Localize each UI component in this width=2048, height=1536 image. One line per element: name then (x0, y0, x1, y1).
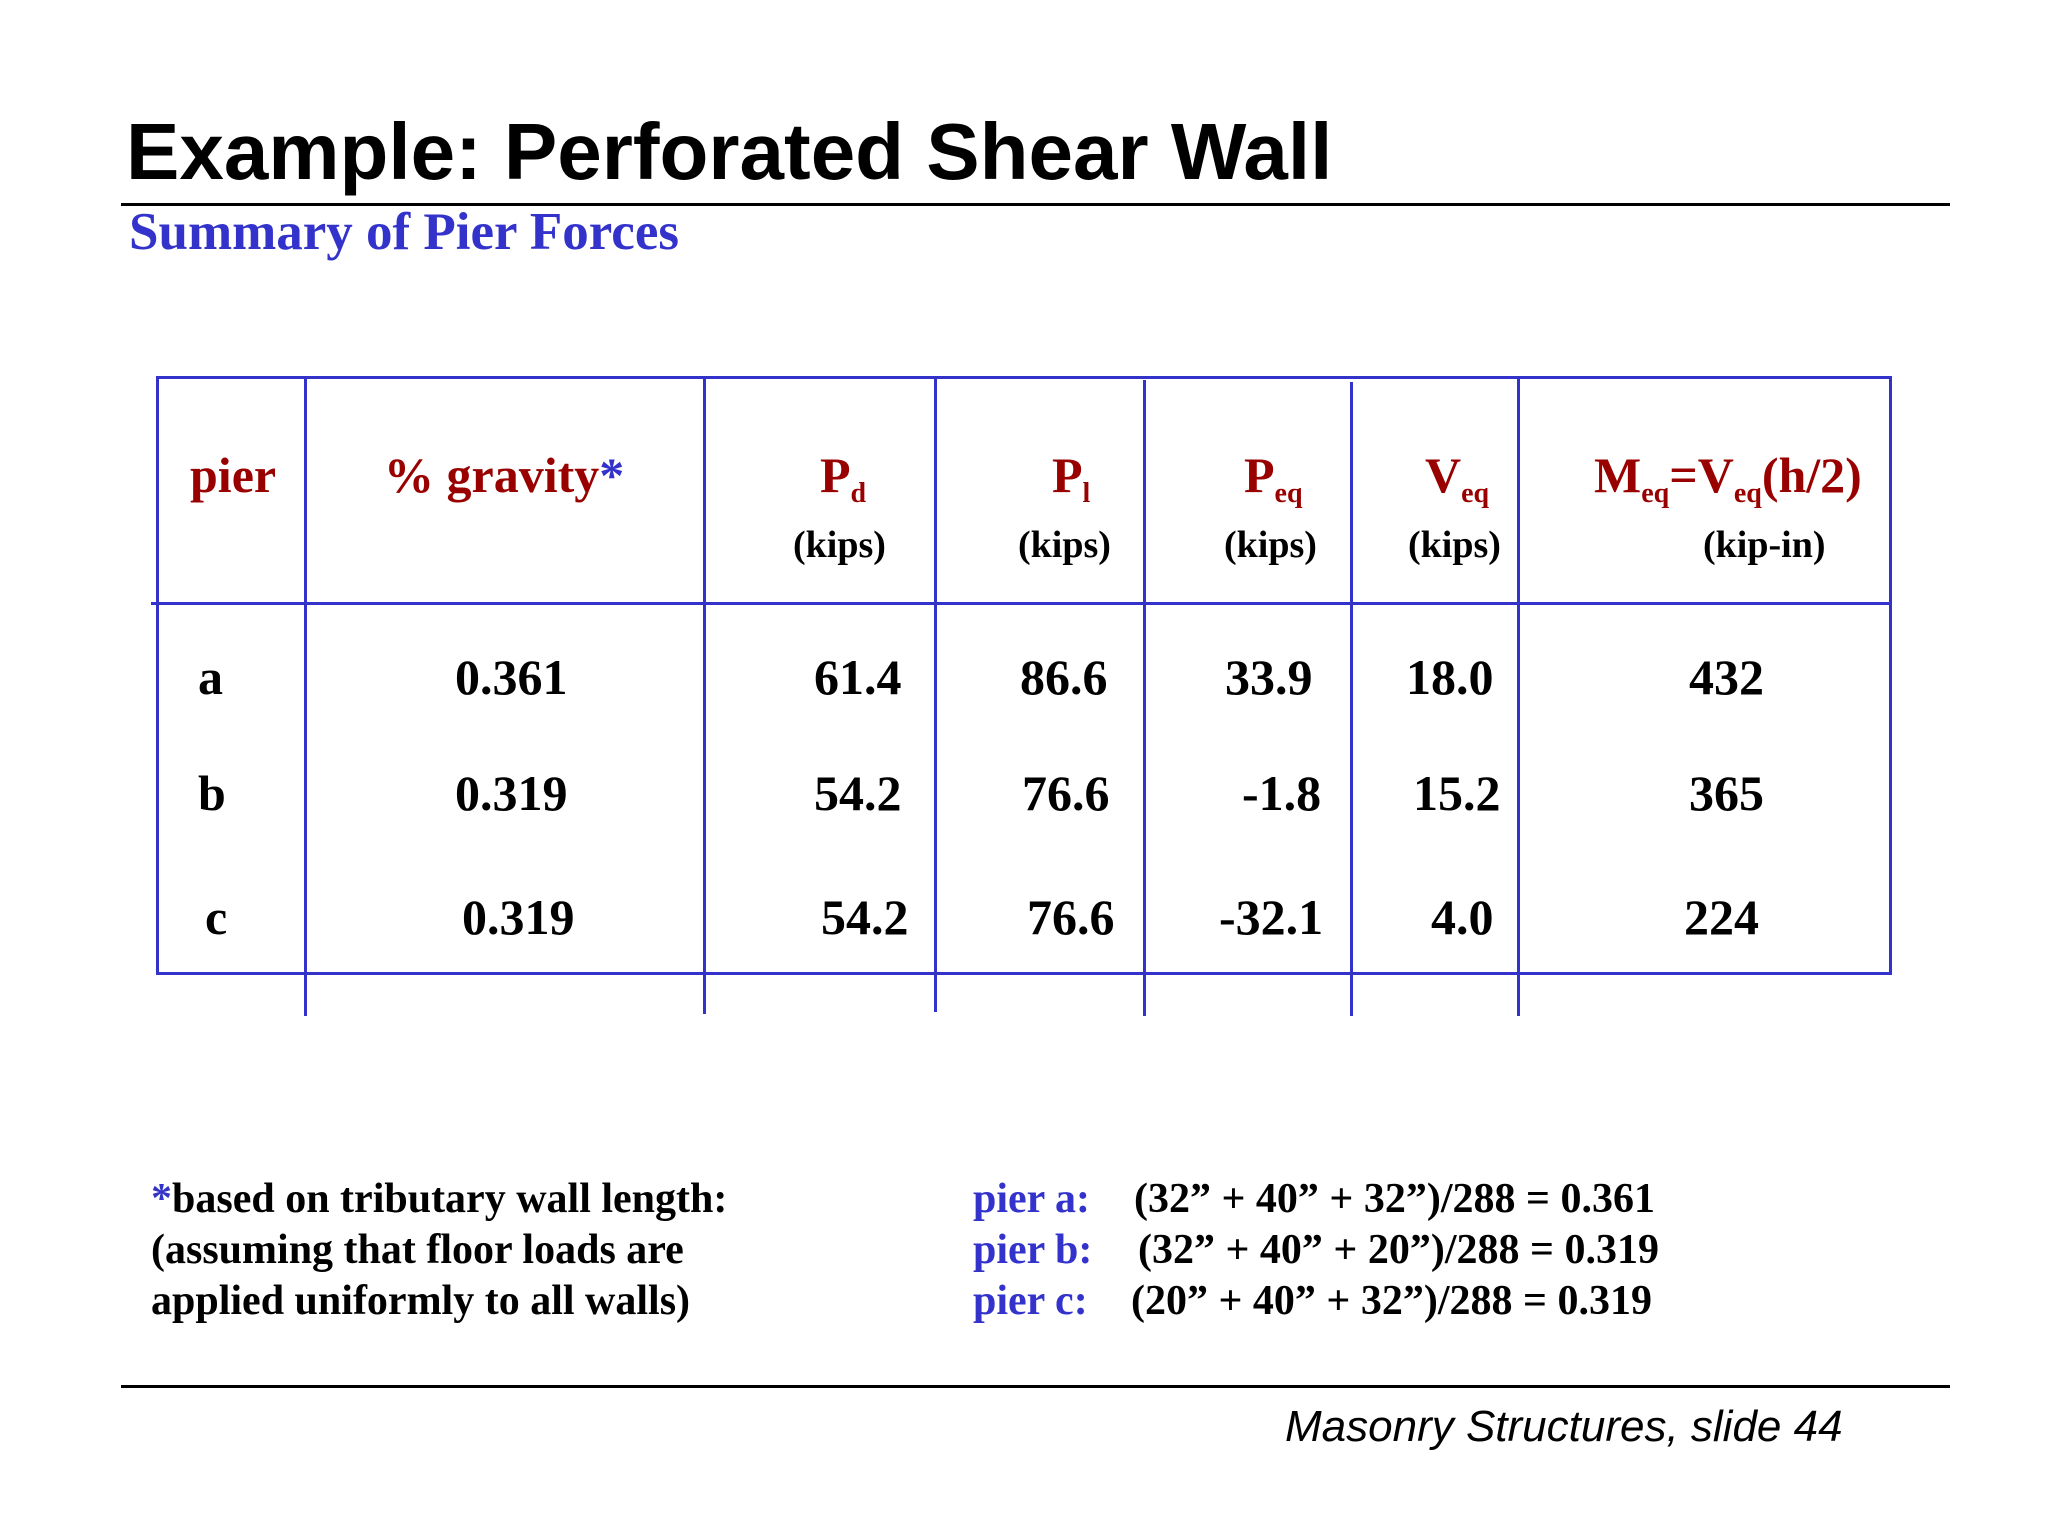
cell-pd: 54.2 (821, 889, 909, 945)
cell-pier: b (198, 765, 226, 821)
header-separator (151, 602, 1891, 605)
unit-peq: (kips) (1224, 524, 1317, 566)
header-peq-sub: eq (1274, 478, 1303, 509)
calc-label: pier a: (973, 1176, 1091, 1222)
table-top-border (156, 376, 1891, 379)
slide-subtitle: Summary of Pier Forces (129, 203, 679, 261)
header-pl-main: P (1052, 447, 1083, 503)
footnote-line-3: applied uniformly to all walls) (151, 1278, 691, 1324)
header-gravity: % gravity* (384, 450, 624, 500)
cell-veq: 4.0 (1431, 889, 1494, 945)
cell-peq: 33.9 (1225, 649, 1313, 705)
calc-label: pier b: (973, 1227, 1093, 1273)
unit-meq: (kip-in) (1703, 524, 1826, 566)
calc-formula: (32” + 40” + 20”)/288 = 0.319 (1138, 1227, 1659, 1273)
unit-pl: (kips) (1018, 524, 1111, 566)
header-peq-main: P (1244, 447, 1275, 503)
cell-meq: 432 (1689, 649, 1764, 705)
header-pier: pier (190, 447, 277, 503)
header-meq-m: M (1594, 447, 1642, 503)
header-meq: Meq=Veq(h/2) (1594, 447, 1862, 508)
cell-veq: 15.2 (1413, 765, 1501, 821)
column-divider (703, 378, 706, 1014)
header-pd: Pd (820, 447, 866, 508)
cell-pl: 76.6 (1027, 889, 1115, 945)
cell-gravity: 0.319 (455, 765, 568, 821)
calc-formula: (20” + 40” + 32”)/288 = 0.319 (1131, 1278, 1652, 1324)
cell-pd: 61.4 (814, 649, 902, 705)
slide-credit: Masonry Structures, slide 44 (1285, 1402, 1843, 1451)
table-left-border (156, 376, 159, 975)
unit-pd: (kips) (793, 524, 886, 566)
header-meq-eq: =V (1669, 447, 1734, 503)
footnote-text-1: based on tributary wall length: (172, 1176, 728, 1222)
header-meq-tail: (h/2) (1761, 447, 1862, 503)
cell-peq: -1.8 (1242, 765, 1322, 821)
header-veq-sub: eq (1461, 478, 1490, 509)
cell-meq: 365 (1689, 765, 1764, 821)
cell-pier: a (198, 649, 223, 705)
header-veq-main: V (1425, 447, 1462, 503)
header-gravity-star: * (599, 447, 625, 503)
footnote-line-2: (assuming that floor loads are (151, 1227, 684, 1273)
header-meq-sub2: eq (1733, 478, 1762, 509)
column-divider (934, 378, 937, 1012)
cell-pl: 76.6 (1022, 765, 1110, 821)
table-right-border (1889, 376, 1892, 975)
header-veq: Veq (1425, 447, 1489, 508)
calc-row: pier a: (32” + 40” + 32”)/288 = 0.361 (973, 1176, 1655, 1222)
unit-veq: (kips) (1408, 524, 1501, 566)
cell-pier: c (205, 889, 228, 945)
calc-label: pier c: (973, 1278, 1088, 1324)
footnote-star: * (151, 1176, 172, 1222)
footnote-line-1: *based on tributary wall length: (151, 1178, 727, 1220)
header-pd-main: P (820, 447, 851, 503)
calc-formula: (32” + 40” + 32”)/288 = 0.361 (1134, 1176, 1655, 1222)
cell-gravity: 0.319 (462, 889, 575, 945)
column-divider (304, 376, 307, 1016)
footer-rule (121, 1385, 1950, 1388)
cell-peq: -32.1 (1219, 889, 1324, 945)
slide-title: Example: Perforated Shear Wall (126, 107, 1333, 196)
column-divider (1517, 376, 1520, 1016)
column-divider (1350, 382, 1353, 1016)
title-rule (121, 203, 1950, 206)
header-pd-sub: d (850, 478, 867, 509)
header-gravity-label: % gravity (384, 447, 600, 503)
cell-pd: 54.2 (814, 765, 902, 821)
cell-gravity: 0.361 (455, 649, 568, 705)
calc-row: pier b: (32” + 40” + 20”)/288 = 0.319 (973, 1227, 1659, 1273)
header-pl: Pl (1052, 447, 1090, 508)
table-bottom-border (156, 972, 1891, 975)
calc-row: pier c: (20” + 40” + 32”)/288 = 0.319 (973, 1278, 1652, 1324)
cell-pl: 86.6 (1020, 649, 1108, 705)
header-pl-sub: l (1082, 478, 1091, 509)
cell-meq: 224 (1684, 889, 1759, 945)
cell-veq: 18.0 (1406, 649, 1494, 705)
column-divider (1143, 380, 1146, 1016)
header-meq-sub1: eq (1641, 478, 1670, 509)
header-peq: Peq (1244, 447, 1303, 508)
